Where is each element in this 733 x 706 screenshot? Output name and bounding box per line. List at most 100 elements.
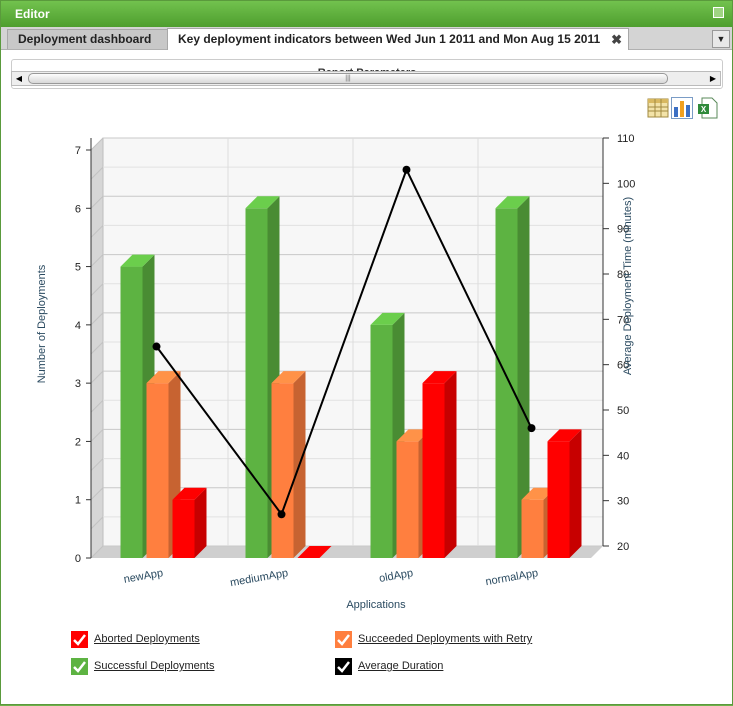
- bar-aborted-deployments: [172, 499, 195, 558]
- bar-successful-deployments: [370, 324, 393, 558]
- x-axis-label: Applications: [346, 599, 406, 611]
- bar-top: [422, 371, 457, 384]
- y-tick-label: 6: [75, 203, 81, 215]
- average-duration-point: [277, 510, 286, 519]
- bar-top: [245, 196, 280, 209]
- legend-label: Successful Deployments: [94, 660, 215, 672]
- bar-side: [444, 371, 457, 558]
- bar-top: [172, 487, 207, 500]
- y2-tick-label: 110: [617, 133, 635, 145]
- deployment-chart: 0 1 2 3 4 5 6 7 20 30 40 50 60 70 80 90 100 110 newApp medi…: [36, 133, 635, 611]
- y2-tick-label: 60: [617, 360, 629, 372]
- window-titlebar: Editor: [1, 1, 732, 27]
- scroll-left-icon[interactable]: ◀: [15, 74, 23, 83]
- gridline-wall: [90, 195, 104, 209]
- average-duration-point: [527, 424, 536, 433]
- bar-top: [370, 312, 405, 325]
- table-icon[interactable]: [647, 97, 669, 119]
- window-title: Editor: [15, 7, 50, 21]
- tab-label: Key deployment indicators between Wed Ju…: [178, 32, 601, 46]
- bar-succeeded-deployments-with-retry: [396, 441, 419, 558]
- y2-tick-label: 90: [617, 224, 629, 236]
- y2-tick-label: 40: [617, 450, 629, 462]
- bar-succeeded-deployments-with-retry: [271, 383, 294, 558]
- y2-tick-label: 80: [617, 269, 629, 281]
- gridline-wall: [90, 166, 104, 180]
- gridline-wall: [90, 225, 104, 238]
- scrollbar-thumb[interactable]: |||: [28, 73, 668, 84]
- bar-top: [495, 196, 530, 209]
- gridline-wall: [90, 254, 104, 267]
- horizontal-scrollbar[interactable]: ◀ ||| ▶: [11, 71, 721, 86]
- gridline-wall: [90, 399, 104, 413]
- x-tick-label: oldApp: [378, 567, 414, 585]
- bar-top: [120, 254, 155, 267]
- y-tick-label: 0: [75, 553, 81, 565]
- legend-label: Succeeded Deployments with Retry: [358, 633, 533, 645]
- legend-label: Aborted Deployments: [94, 633, 200, 645]
- x-tick-label: mediumApp: [229, 567, 289, 589]
- y-axis-label: Number of Deployments: [36, 264, 48, 383]
- y2-tick-label: 20: [617, 541, 629, 553]
- svg-text:X: X: [701, 105, 707, 114]
- legend-swatch-average-duration: [335, 658, 352, 675]
- legend-label: Average Duration: [358, 660, 444, 672]
- y-tick-label: 5: [75, 262, 81, 274]
- bar-aborted-deployments: [422, 383, 445, 558]
- average-duration-line: [155, 167, 533, 517]
- bar-top: [521, 487, 556, 500]
- bar-top: [396, 429, 431, 442]
- bar-side: [194, 487, 207, 558]
- gridline-wall: [90, 341, 104, 355]
- y-tick-label: 2: [75, 436, 81, 448]
- average-duration-point: [402, 165, 411, 174]
- bar-succeeded-deployments-with-retry: [521, 499, 544, 558]
- legend-swatch-aborted: [71, 631, 88, 648]
- bar-side: [517, 196, 530, 558]
- scroll-right-icon[interactable]: ▶: [709, 74, 717, 83]
- x-tick-label: newApp: [123, 567, 164, 586]
- tab-bar: Deployment dashboard Key deployment indi…: [1, 27, 732, 50]
- tab-list-dropdown[interactable]: ▼: [712, 30, 730, 48]
- bar-top: [271, 371, 306, 384]
- y2-tick-label: 30: [617, 496, 629, 508]
- bar-chart-icon[interactable]: [671, 97, 693, 119]
- bar-successful-deployments: [495, 208, 518, 558]
- y2-tick-label: 50: [617, 405, 629, 417]
- bar-successful-deployments: [245, 208, 268, 558]
- y-tick-label: 7: [75, 145, 81, 157]
- bar-top: [146, 371, 181, 384]
- legend-swatch-successful: [71, 658, 88, 675]
- gridline-wall: [90, 370, 104, 384]
- gridline-wall: [90, 137, 104, 151]
- y-tick-label: 3: [75, 378, 81, 390]
- gridline-wall: [90, 458, 104, 471]
- bar-top: [297, 546, 332, 558]
- tab-deployment-dashboard[interactable]: Deployment dashboard: [7, 29, 171, 49]
- gridline-wall: [90, 429, 104, 442]
- gridline-wall: [90, 487, 104, 501]
- y-tick-label: 4: [75, 320, 81, 332]
- maximize-icon[interactable]: [713, 7, 724, 18]
- bar-succeeded-deployments-with-retry: [146, 383, 169, 558]
- excel-icon[interactable]: X: [697, 97, 719, 119]
- average-duration-point: [152, 342, 161, 351]
- bar-successful-deployments: [120, 266, 143, 558]
- legend-swatch-retry: [335, 631, 352, 648]
- gridline-wall: [90, 312, 104, 326]
- x-tick-label: normalApp: [485, 567, 539, 588]
- y2-axis-label: Average Deployment Time (minutes): [622, 197, 634, 375]
- y2-tick-label: 100: [617, 178, 635, 190]
- chart-floor: [91, 546, 603, 558]
- gridline-wall: [90, 516, 104, 530]
- bar-top: [547, 429, 582, 442]
- gridline-wall: [90, 283, 104, 297]
- close-icon[interactable]: ✖: [611, 32, 622, 47]
- bar-side: [569, 429, 582, 558]
- gridline-wall: [90, 545, 104, 559]
- tab-key-deployment-indicators[interactable]: Key deployment indicators between Wed Ju…: [167, 28, 629, 50]
- y2-tick-label: 70: [617, 314, 629, 326]
- bar-aborted-deployments: [547, 441, 570, 558]
- tab-label: Deployment dashboard: [18, 32, 152, 46]
